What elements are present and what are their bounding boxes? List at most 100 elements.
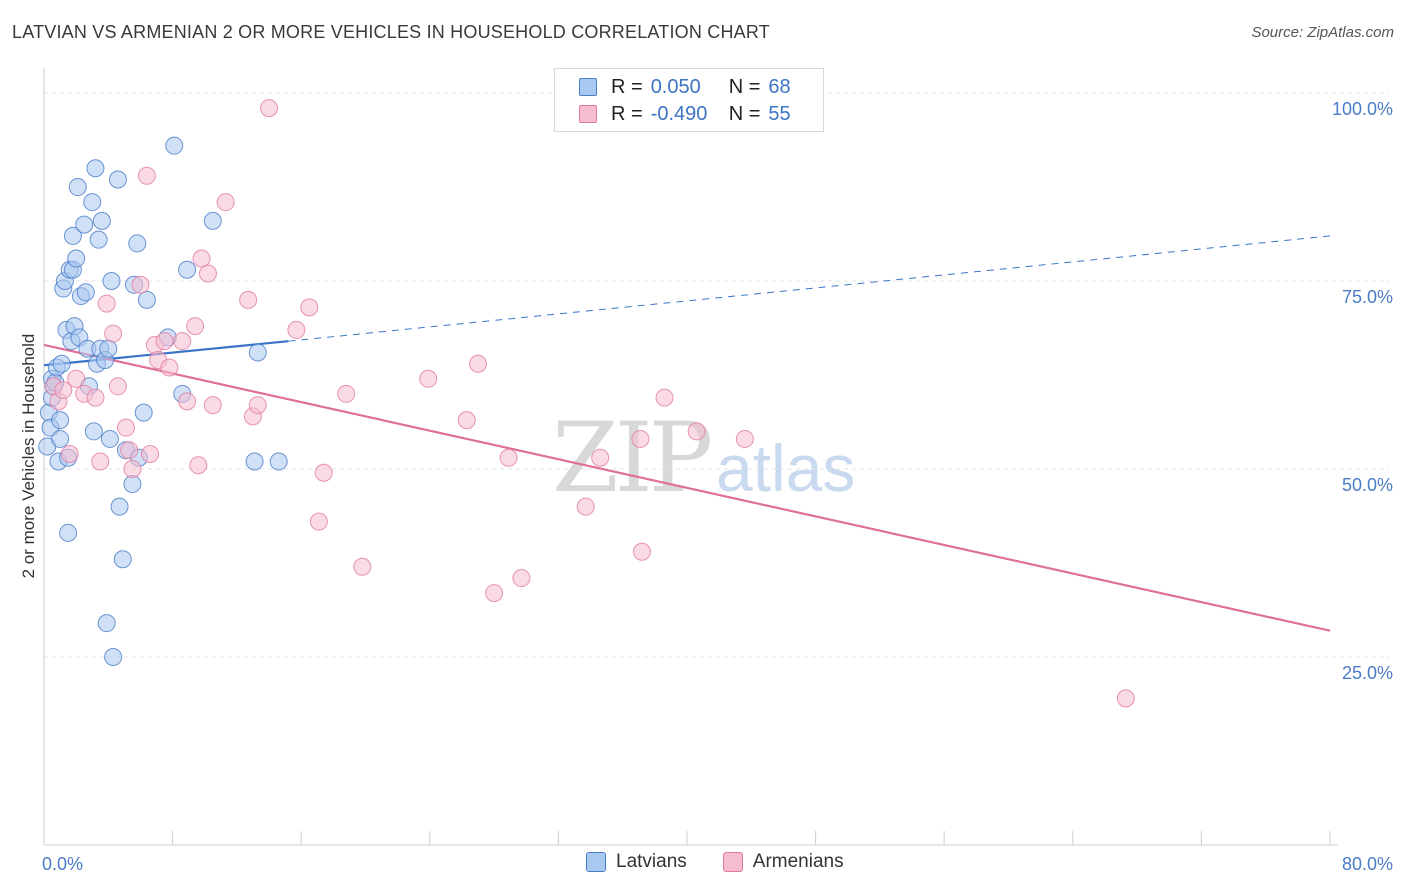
latvian-point [92,211,111,230]
armenians-swatch [579,105,597,123]
latvian-point [51,429,70,448]
n-label: N = [728,102,761,125]
series-legend: Latvians Armenians [586,851,880,873]
armenian-point [457,411,476,430]
armenian-point [54,381,73,400]
legend-item-armenians: Armenians [722,851,844,873]
armenian-point [178,392,197,411]
latvian-trend-extension [288,235,1331,342]
armenian-point [60,444,79,463]
latvian-point [75,215,94,234]
latvian-point [84,422,103,441]
armenian-point [260,99,279,118]
latvian-point [86,159,105,178]
armenian-point [104,324,123,343]
r-value-armenians: -0.490 [650,102,708,125]
tick-labels: 100.0% 75.0% 50.0% 25.0% 0.0% 80.0% [42,99,1393,874]
armenian-point [469,354,488,373]
armenian-point [97,294,116,313]
grid-lines [44,92,1390,658]
armenian-point [735,429,754,448]
armenian-point [108,377,127,396]
latvian-point [203,211,222,230]
armenian-point [337,384,356,403]
latvians-legend-label: Latvians [616,851,687,872]
armenian-point [141,444,160,463]
latvian-point [113,550,132,569]
latvian-point [76,283,95,302]
armenian-point [632,542,651,561]
latvian-point [97,614,116,633]
armenian-point [591,448,610,467]
trend-lines [43,235,1331,632]
n-label: N = [728,75,761,98]
latvian-point [52,354,71,373]
latvian-trend-line [43,340,289,367]
armenian-point [499,448,518,467]
armenian-point [287,320,306,339]
armenians-legend-swatch [722,852,743,872]
latvians-swatch [579,78,597,96]
axes [43,68,1338,846]
armenian-point [86,388,105,407]
armenian-point [314,463,333,482]
armenian-point [419,369,438,388]
armenian-point [687,422,706,441]
legend-row-latvians: R = 0.050 N = 68 [579,74,791,100]
latvian-point [99,339,118,358]
armenian-point [485,584,504,603]
legend-row-armenians: R = -0.490 N = 55 [579,101,791,127]
n-value-latvians: 68 [768,75,791,98]
latvian-point [245,452,264,471]
y-tick-label: 75.0% [1342,287,1393,307]
latvians-legend-swatch [586,852,606,872]
armenian-point [309,512,328,531]
y-tick-label: 25.0% [1342,663,1393,683]
armenian-point [189,456,208,475]
latvian-point [134,403,153,422]
armenian-point [631,429,650,448]
armenians-legend-label: Armenians [752,851,844,872]
latvian-point [68,178,87,197]
r-label: R = [611,75,643,98]
armenian-point [203,396,222,415]
armenian-point [576,497,595,516]
latvian-point [137,290,156,309]
latvian-point [89,230,108,249]
armenian-point [192,249,211,268]
latvian-point [108,170,127,189]
latvian-point [63,226,82,245]
armenian-point [123,460,142,479]
latvian-point [128,234,147,253]
armenian-point [248,396,267,415]
armenian-point [216,193,235,212]
latvian-point [83,193,102,212]
armenian-point [91,452,110,471]
armenian-point [155,332,174,351]
latvian-point [51,411,70,430]
n-value-armenians: 55 [768,102,791,125]
y-tick-label: 100.0% [1332,99,1393,119]
latvian-point [100,429,119,448]
watermark-zip: ZIP [552,402,713,514]
armenian-trend-line [43,343,1331,632]
latvian-point [269,452,288,471]
latvian-point [104,648,123,667]
armenian-point [131,275,150,294]
latvian-point [123,475,142,494]
source-note: Source: ZipAtlas.com [1251,24,1394,41]
x-tick-label: 80.0% [1342,854,1393,874]
armenian-point [300,298,319,317]
armenian-point [67,369,86,388]
r-label: R = [611,102,643,125]
latvian-point [178,260,197,279]
armenian-point [137,166,156,185]
armenian-point [160,358,179,377]
armenian-point [655,388,674,407]
data-points [38,99,1135,708]
armenian-point [186,317,205,336]
correlation-legend: R = 0.050 N = 68 R = -0.490 N = 55 [554,68,824,132]
armenian-point [173,332,192,351]
y-axis-title: 2 or more Vehicles in Household [19,334,38,579]
